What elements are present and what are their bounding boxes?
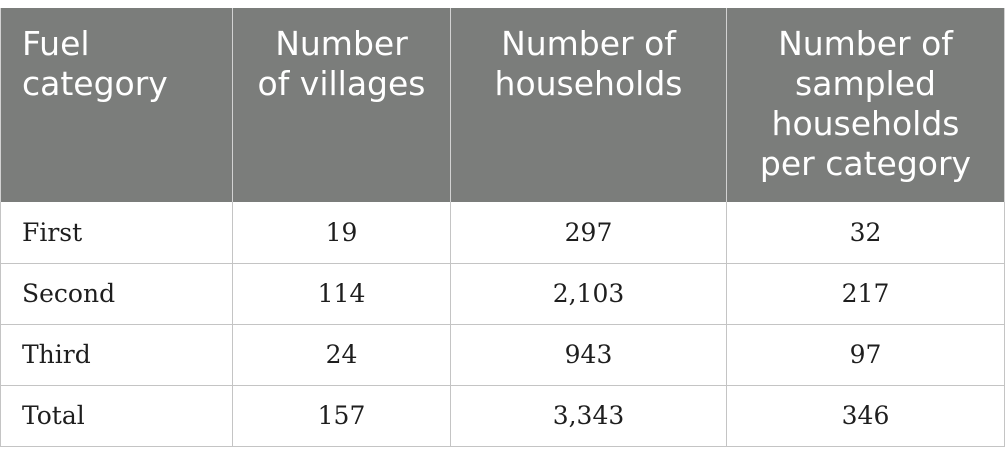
table-row: First 19 297 32 bbox=[0, 202, 1005, 264]
header-sampled-households: Number of sampled households per categor… bbox=[726, 8, 1005, 202]
table-row: Second 114 2,103 217 bbox=[0, 262, 1005, 325]
cell-category: Total bbox=[0, 384, 233, 447]
cell-sampled: 217 bbox=[726, 262, 1005, 325]
header-number-of-households-label: Number of households bbox=[494, 24, 683, 103]
cell-villages: 24 bbox=[232, 323, 451, 386]
fuel-category-table: Fuel category Number of villages Number … bbox=[0, 8, 1005, 447]
cell-villages: 114 bbox=[232, 262, 451, 325]
data-table-container: Fuel category Number of villages Number … bbox=[0, 8, 1005, 447]
table-body: First 19 297 32 Second 114 2,103 217 Thi… bbox=[0, 202, 1005, 447]
cell-sampled: 32 bbox=[726, 202, 1005, 264]
table-header: Fuel category Number of villages Number … bbox=[0, 8, 1005, 202]
cell-villages: 19 bbox=[232, 202, 451, 264]
header-row: Fuel category Number of villages Number … bbox=[0, 8, 1005, 202]
cell-sampled: 346 bbox=[726, 384, 1005, 447]
cell-households: 2,103 bbox=[450, 262, 727, 325]
cell-households: 3,343 bbox=[450, 384, 727, 447]
header-sampled-households-label: Number of sampled households per categor… bbox=[759, 24, 972, 183]
cell-households: 943 bbox=[450, 323, 727, 386]
cell-sampled: 97 bbox=[726, 323, 1005, 386]
header-number-of-households: Number of households bbox=[450, 8, 727, 202]
cell-villages: 157 bbox=[232, 384, 451, 447]
header-fuel-category-label: Fuel category bbox=[22, 24, 168, 103]
table-row: Total 157 3,343 346 bbox=[0, 384, 1005, 447]
cell-category: First bbox=[0, 202, 233, 264]
table-row: Third 24 943 97 bbox=[0, 323, 1005, 386]
cell-households: 297 bbox=[450, 202, 727, 264]
header-number-of-villages-label: Number of villages bbox=[257, 24, 426, 103]
cell-category: Third bbox=[0, 323, 233, 386]
header-number-of-villages: Number of villages bbox=[232, 8, 451, 202]
cell-category: Second bbox=[0, 262, 233, 325]
header-fuel-category: Fuel category bbox=[0, 8, 233, 202]
